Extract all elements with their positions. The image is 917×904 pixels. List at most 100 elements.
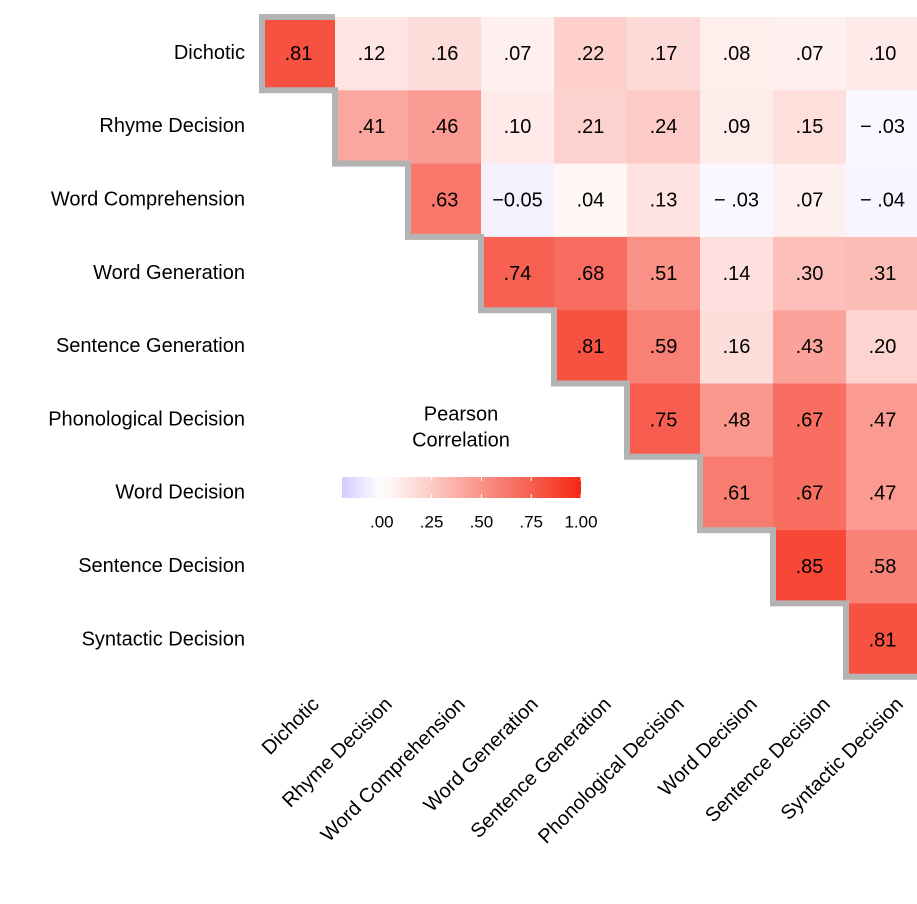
heatmap-cell bbox=[700, 310, 774, 384]
cell-label: .81 bbox=[285, 43, 313, 65]
colorbar-tick-label: .50 bbox=[470, 512, 494, 531]
cell-label: .51 bbox=[650, 263, 678, 285]
cell-label: − .03 bbox=[860, 116, 905, 138]
cell-label: .16 bbox=[723, 336, 751, 358]
heatmap-cell bbox=[773, 90, 847, 165]
colorbar-tick-label: 1.00 bbox=[564, 512, 597, 531]
heatmap-cell bbox=[700, 383, 774, 458]
cell-label: .12 bbox=[358, 43, 386, 65]
heatmap-cell bbox=[773, 456, 847, 531]
cell-label: −0.05 bbox=[492, 190, 543, 212]
heatmap-cell bbox=[627, 90, 701, 165]
legend-title: Pearson bbox=[424, 403, 499, 425]
heatmap-cell bbox=[773, 310, 847, 384]
cell-label: .16 bbox=[431, 43, 459, 65]
cell-label: .68 bbox=[577, 263, 605, 285]
cell-label: .13 bbox=[650, 190, 678, 212]
cell-label: − .03 bbox=[714, 190, 759, 212]
heatmap-cell bbox=[773, 17, 847, 91]
column-label: Sentence Decision bbox=[701, 693, 834, 826]
colorbar-tick-label: .00 bbox=[370, 512, 394, 531]
cell-label: .67 bbox=[796, 483, 824, 505]
cell-label: .07 bbox=[504, 43, 532, 65]
heatmap-cell bbox=[627, 236, 701, 311]
cell-label: .08 bbox=[723, 43, 751, 65]
cell-label: .14 bbox=[723, 263, 751, 285]
cell-label: .46 bbox=[431, 116, 459, 138]
cell-label: .47 bbox=[869, 483, 897, 505]
cell-label: .31 bbox=[869, 263, 897, 285]
cell-label: .43 bbox=[796, 336, 824, 358]
cell-label: .10 bbox=[869, 43, 897, 65]
heatmap-cell bbox=[262, 17, 336, 91]
heatmap-cell bbox=[554, 90, 628, 165]
cell-label: .21 bbox=[577, 116, 605, 138]
heatmap-cell bbox=[700, 17, 774, 91]
heatmap-cell bbox=[481, 17, 555, 91]
heatmap-cell bbox=[700, 236, 774, 311]
cell-label: .17 bbox=[650, 43, 678, 65]
column-label: Word Comprehension bbox=[317, 693, 470, 846]
heatmap-cell bbox=[773, 236, 847, 311]
heatmap-cell bbox=[773, 383, 847, 458]
cell-label: .07 bbox=[796, 43, 824, 65]
cell-label: .58 bbox=[869, 556, 897, 578]
diagonal-border bbox=[259, 14, 917, 680]
heatmap-cell bbox=[481, 163, 555, 238]
cell-label: .81 bbox=[869, 629, 897, 651]
cell-label: .41 bbox=[358, 116, 386, 138]
heatmap-cell bbox=[846, 383, 917, 458]
row-label: Sentence Generation bbox=[56, 335, 245, 357]
cell-label: .09 bbox=[723, 116, 751, 138]
heatmap-cell bbox=[481, 236, 555, 311]
cell-label: .74 bbox=[504, 263, 532, 285]
colorbar bbox=[342, 477, 581, 498]
cell-label: .04 bbox=[577, 190, 605, 212]
column-label: Sentence Generation bbox=[467, 693, 616, 842]
row-label: Dichotic bbox=[174, 42, 245, 64]
cell-label: − .04 bbox=[860, 190, 905, 212]
heatmap-cell bbox=[408, 17, 482, 91]
row-label: Phonological Decision bbox=[48, 408, 245, 430]
heatmap-cell bbox=[408, 163, 482, 238]
heatmap-cell bbox=[846, 530, 917, 604]
cell-label: .75 bbox=[650, 409, 678, 431]
cell-label: .61 bbox=[723, 483, 751, 505]
row-label: Rhyme Decision bbox=[99, 115, 245, 137]
cell-label: .47 bbox=[869, 409, 897, 431]
heatmap-cell bbox=[627, 17, 701, 91]
heatmap-cell bbox=[846, 236, 917, 311]
heatmap-cell bbox=[627, 310, 701, 384]
heatmap-cell bbox=[335, 17, 409, 91]
cell-label: .15 bbox=[796, 116, 824, 138]
colorbar-tick-label: .75 bbox=[519, 512, 543, 531]
cell-label: .07 bbox=[796, 190, 824, 212]
cell-label: .81 bbox=[577, 336, 605, 358]
row-label: Word Decision bbox=[115, 482, 245, 504]
heatmap-cell bbox=[700, 163, 774, 238]
heatmap-cell bbox=[700, 456, 774, 531]
heatmap-cell bbox=[846, 456, 917, 531]
cell-label: .10 bbox=[504, 116, 532, 138]
cell-label: .48 bbox=[723, 409, 751, 431]
heatmap-cell bbox=[846, 17, 917, 91]
colorbar-tick-label: .25 bbox=[420, 512, 444, 531]
heatmap-cell bbox=[846, 163, 917, 238]
row-label: Word Generation bbox=[93, 262, 245, 284]
heatmap-cell bbox=[773, 530, 847, 604]
cell-label: .67 bbox=[796, 409, 824, 431]
heatmap-cell bbox=[408, 90, 482, 165]
cell-label: .59 bbox=[650, 336, 678, 358]
heatmap-cell bbox=[554, 17, 628, 91]
heatmap-cell bbox=[554, 310, 628, 384]
legend-title: Correlation bbox=[412, 429, 510, 451]
heatmap-cell bbox=[846, 310, 917, 384]
cell-label: .20 bbox=[869, 336, 897, 358]
row-label: Syntactic Decision bbox=[82, 628, 245, 650]
heatmap-cell bbox=[846, 603, 917, 678]
heatmap-cell bbox=[627, 163, 701, 238]
column-label: Phonological Decision bbox=[534, 693, 689, 848]
heatmap-cell bbox=[554, 236, 628, 311]
cell-label: .22 bbox=[577, 43, 605, 65]
